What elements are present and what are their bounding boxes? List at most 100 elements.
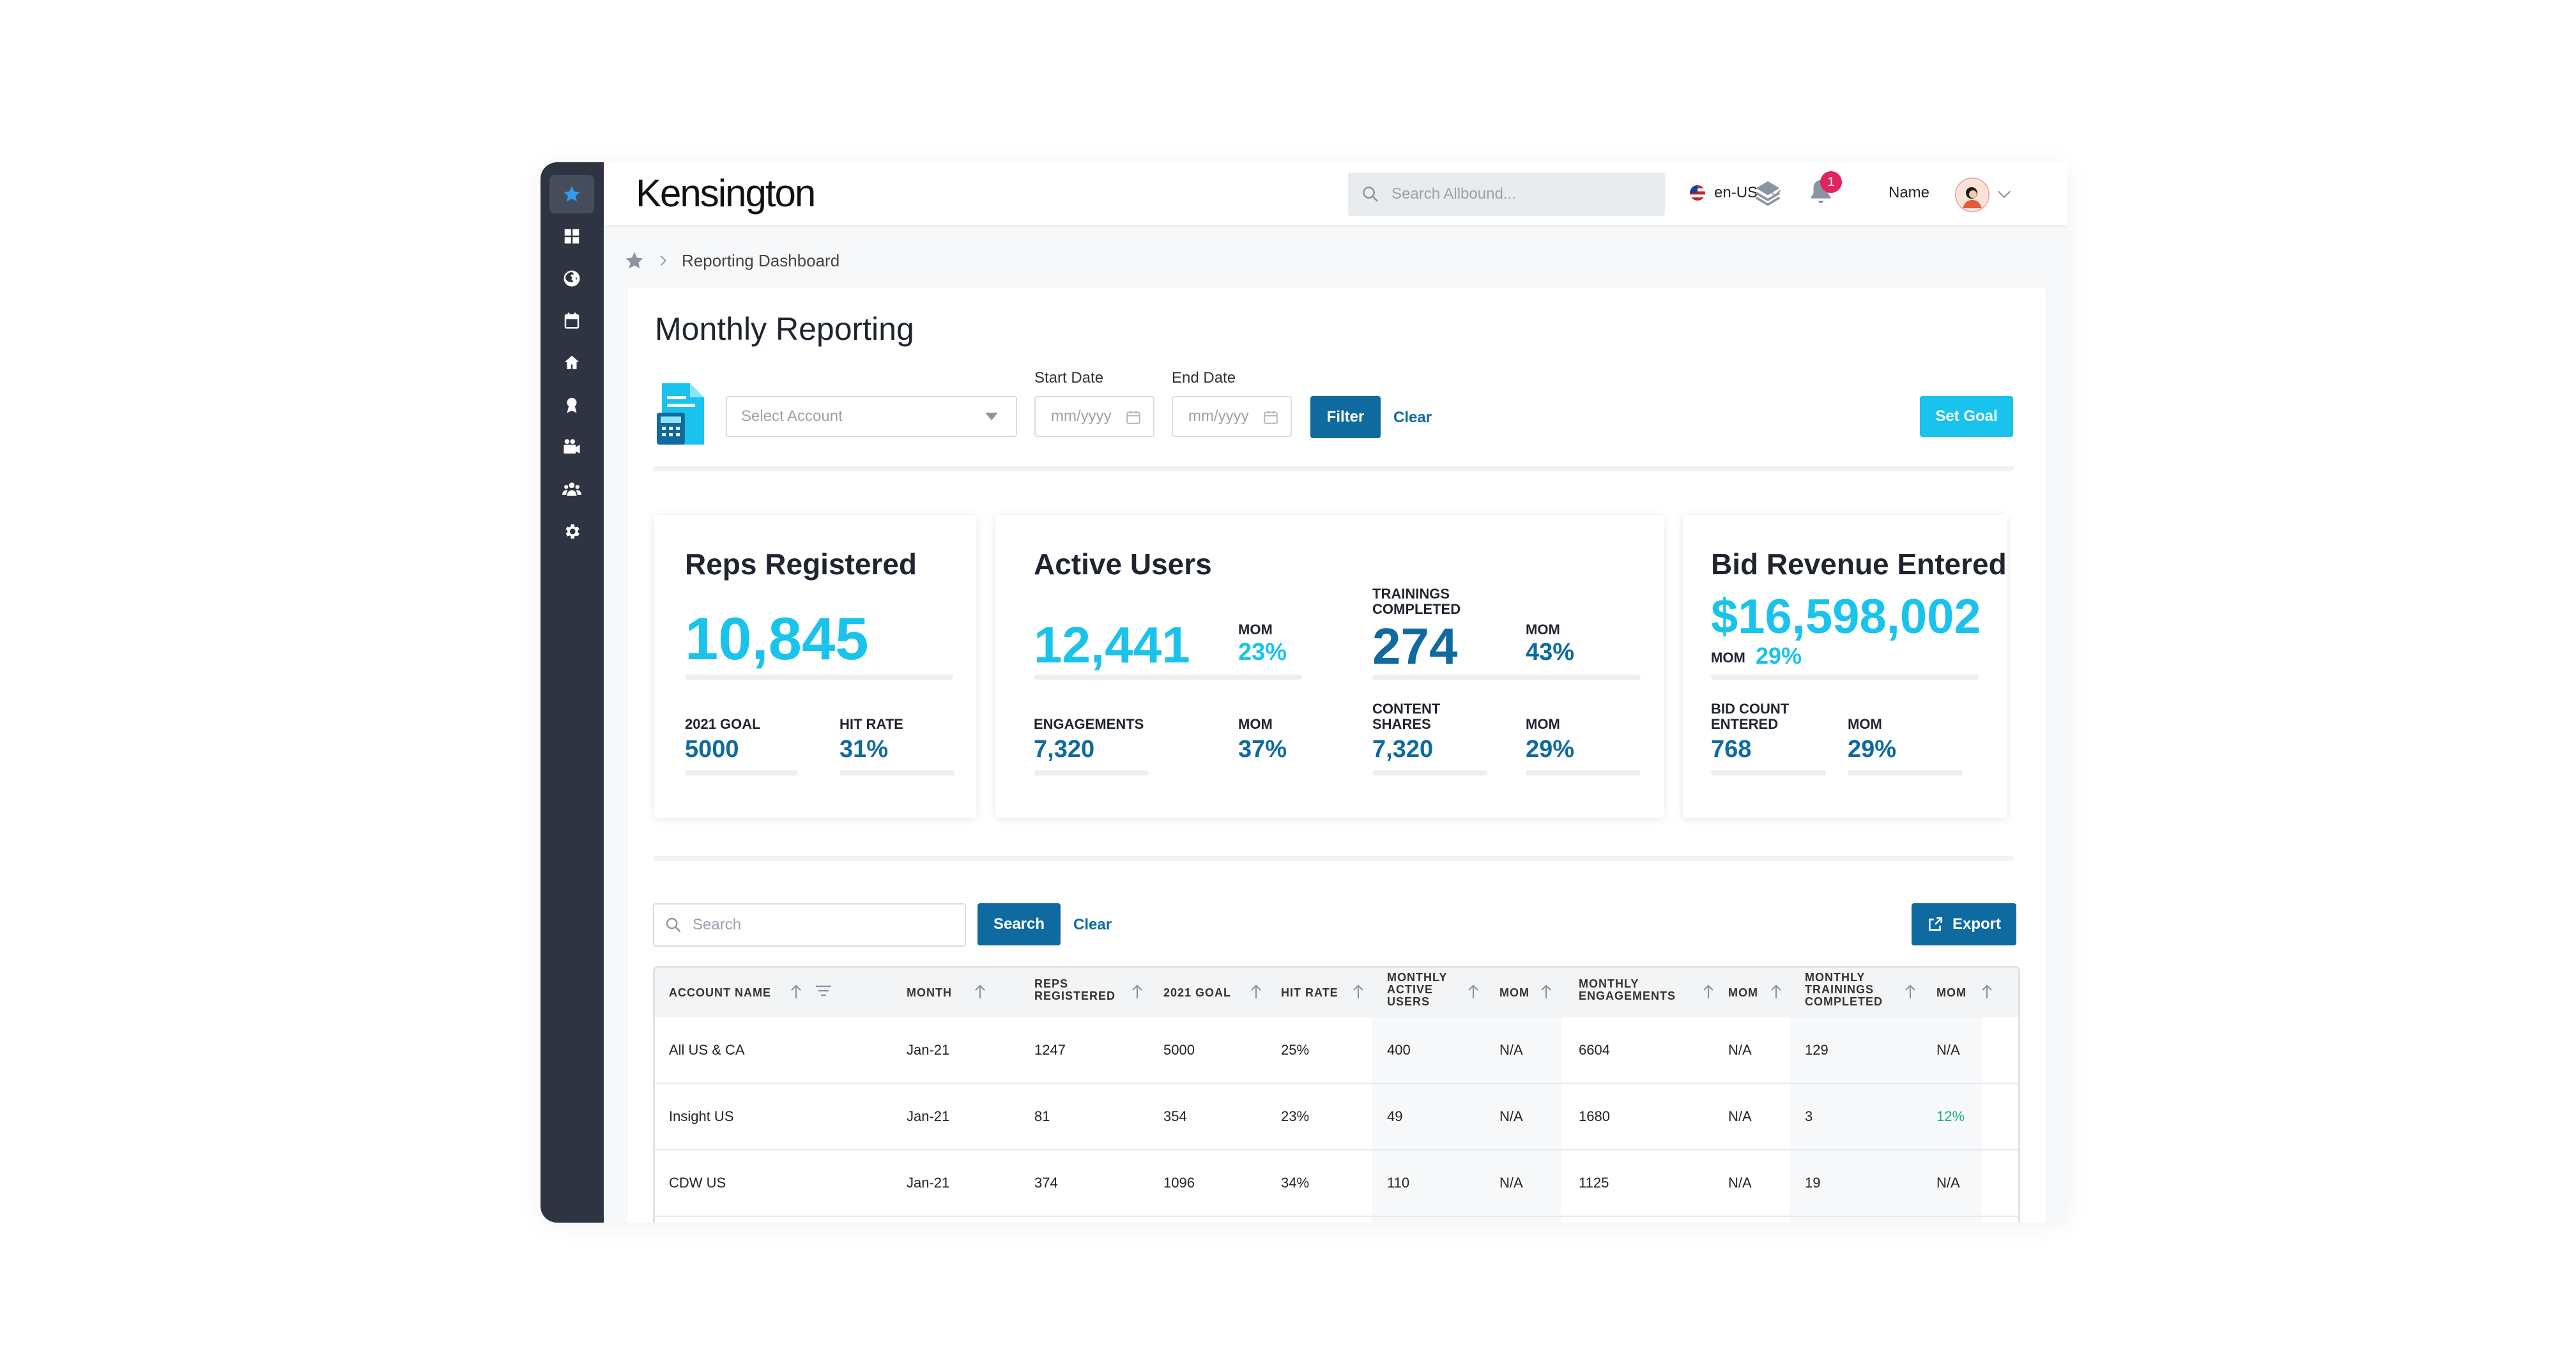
bid-revenue-card: Bid Revenue Entered $16,598,002 MOM 29% …	[1683, 515, 2007, 818]
search-icon	[666, 917, 681, 933]
end-date-input[interactable]: mm/yyyy	[1172, 396, 1292, 437]
trainings-mom-label: MOM	[1526, 622, 1560, 638]
export-button[interactable]: Export	[1912, 903, 2016, 945]
bid-revenue-track	[1711, 675, 1979, 680]
calendar-icon	[1264, 411, 1278, 424]
calendar-icon	[564, 312, 579, 329]
sort-arrow-icon[interactable]	[789, 983, 803, 1000]
col-monthly-active-users[interactable]: MONTHLY ACTIVE USERS	[1387, 971, 1448, 1008]
cell-month: Jan-21	[907, 1108, 950, 1124]
col-hit-rate[interactable]: HIT RATE	[1281, 986, 1338, 999]
engagements-mom-label: MOM	[1238, 716, 1273, 732]
notification-badge: 1	[1820, 171, 1842, 193]
sort-arrow-icon[interactable]	[1980, 983, 1994, 1000]
users-icon	[562, 482, 581, 496]
cell-mom: N/A	[1936, 1042, 1960, 1058]
user-name[interactable]: Name	[1889, 184, 1930, 201]
col-reps-registered[interactable]: REPS REGISTERED	[1034, 977, 1116, 1002]
cell-engagements: 6604	[1579, 1042, 1610, 1058]
cell-mom: N/A	[1936, 1175, 1960, 1191]
table-search-input[interactable]: Search	[653, 903, 966, 947]
col-mom-engagements[interactable]: MOM	[1728, 986, 1758, 999]
cell-mom: N/A	[1728, 1108, 1752, 1124]
sort-arrow-icon[interactable]	[1701, 983, 1715, 1000]
col-mom-active[interactable]: MOM	[1499, 986, 1529, 999]
bid-count-label: BID COUNT ENTERED	[1711, 701, 1790, 732]
global-search-input[interactable]: Search Allbound...	[1348, 172, 1665, 216]
reporting-table: ACCOUNT NAME MONTH REPS REGISTERED 2021 …	[653, 966, 2020, 1223]
bid-count-track	[1711, 770, 1826, 775]
search-button[interactable]: Search	[977, 903, 1061, 945]
sidebar-item-home[interactable]	[549, 344, 594, 382]
cell-mom: N/A	[1499, 1175, 1523, 1191]
cell-hit-rate: 25%	[1281, 1042, 1310, 1058]
col-account-name[interactable]: ACCOUNT NAME	[669, 986, 771, 999]
content-shares-mom-track	[1526, 770, 1641, 775]
cell-account: Insight US	[669, 1108, 734, 1124]
chevron-down-icon[interactable]	[1995, 185, 2013, 203]
home-icon	[564, 355, 579, 369]
engagements-track	[1034, 770, 1149, 775]
start-date-input[interactable]: mm/yyyy	[1034, 396, 1154, 437]
reps-progress-track	[685, 675, 953, 680]
trainings-label: TRAININGS COMPLETED	[1372, 586, 1461, 617]
sidebar-item-calendar[interactable]	[549, 302, 594, 340]
filter-button[interactable]: Filter	[1310, 396, 1381, 438]
filter-lines-icon[interactable]	[815, 983, 832, 1000]
table-header	[655, 968, 2018, 1018]
chevron-right-icon	[660, 256, 666, 266]
table-row[interactable]: All US & CA Jan-21 1247 5000 25% 400 N/A…	[655, 1018, 2018, 1084]
table-row[interactable]: CDW US Jan-21 374 1096 34% 110 N/A 1125 …	[655, 1150, 2018, 1217]
content-shares-mom-value: 29%	[1526, 736, 1575, 763]
sidebar-item-awards[interactable]	[549, 386, 594, 424]
clear-filters-link[interactable]: Clear	[1393, 409, 1432, 426]
page-title: Monthly Reporting	[655, 311, 914, 347]
hit-rate-label: HIT RATE	[839, 716, 903, 732]
language-selector[interactable]: en-US	[1690, 184, 1783, 202]
content-shares-value: 7,320	[1372, 736, 1434, 763]
star-icon	[564, 186, 580, 202]
sidebar-item-video[interactable]	[549, 428, 594, 466]
bid-count-value: 768	[1711, 736, 1752, 763]
cell-hit-rate: 34%	[1281, 1175, 1310, 1191]
sort-arrow-icon[interactable]	[1351, 983, 1365, 1000]
sort-arrow-icon[interactable]	[1249, 983, 1263, 1000]
active-users-mom-label: MOM	[1238, 622, 1273, 638]
table-row[interactable]: Insight US Jan-21 81 354 23% 49 N/A 1680…	[655, 1084, 2018, 1150]
sidebar-item-dashboard[interactable]	[549, 217, 594, 256]
sort-arrow-icon[interactable]	[1130, 983, 1144, 1000]
top-bar: Kensington Search Allbound... en-US 1 Na…	[604, 162, 2067, 225]
end-date-label: End Date	[1172, 369, 1236, 386]
goal-track	[685, 770, 797, 775]
sort-arrow-icon[interactable]	[1539, 983, 1553, 1000]
sidebar-item-users[interactable]	[549, 470, 594, 508]
cell-mom: N/A	[1499, 1108, 1523, 1124]
cell-mom-positive: 12%	[1936, 1108, 1965, 1124]
star-icon[interactable]	[624, 250, 645, 271]
sort-arrow-icon[interactable]	[973, 983, 987, 1000]
clear-search-link[interactable]: Clear	[1073, 916, 1112, 933]
select-account-dropdown[interactable]: Select Account	[726, 396, 1017, 437]
hit-rate-value: 31%	[839, 736, 889, 763]
layers-icon[interactable]	[1754, 179, 1782, 207]
brand-logo[interactable]: Kensington	[636, 172, 816, 215]
sort-arrow-icon[interactable]	[1466, 983, 1480, 1000]
set-goal-button[interactable]: Set Goal	[1920, 396, 2013, 437]
cell-reps: 374	[1034, 1175, 1058, 1191]
cell-trainings: 3	[1805, 1108, 1813, 1124]
col-mom-trainings[interactable]: MOM	[1936, 986, 1966, 999]
col-2021-goal[interactable]: 2021 GOAL	[1163, 986, 1232, 999]
content-shares-label: CONTENT SHARES	[1372, 701, 1441, 732]
avatar[interactable]	[1955, 178, 1989, 212]
sort-arrow-icon[interactable]	[1769, 983, 1783, 1000]
col-month[interactable]: MONTH	[907, 986, 952, 999]
col-monthly-engagements[interactable]: MONTHLY ENGAGEMENTS	[1579, 977, 1676, 1002]
sidebar-item-globe[interactable]	[549, 259, 594, 298]
search-icon	[1363, 187, 1379, 202]
sidebar-item-favorites[interactable]	[549, 175, 594, 213]
cell-mom: N/A	[1499, 1042, 1523, 1058]
sidebar-item-settings[interactable]	[549, 512, 594, 551]
avatar-image	[1957, 179, 1988, 210]
sort-arrow-icon[interactable]	[1903, 983, 1917, 1000]
col-monthly-trainings[interactable]: MONTHLY TRAININGS COMPLETED	[1805, 971, 1883, 1008]
